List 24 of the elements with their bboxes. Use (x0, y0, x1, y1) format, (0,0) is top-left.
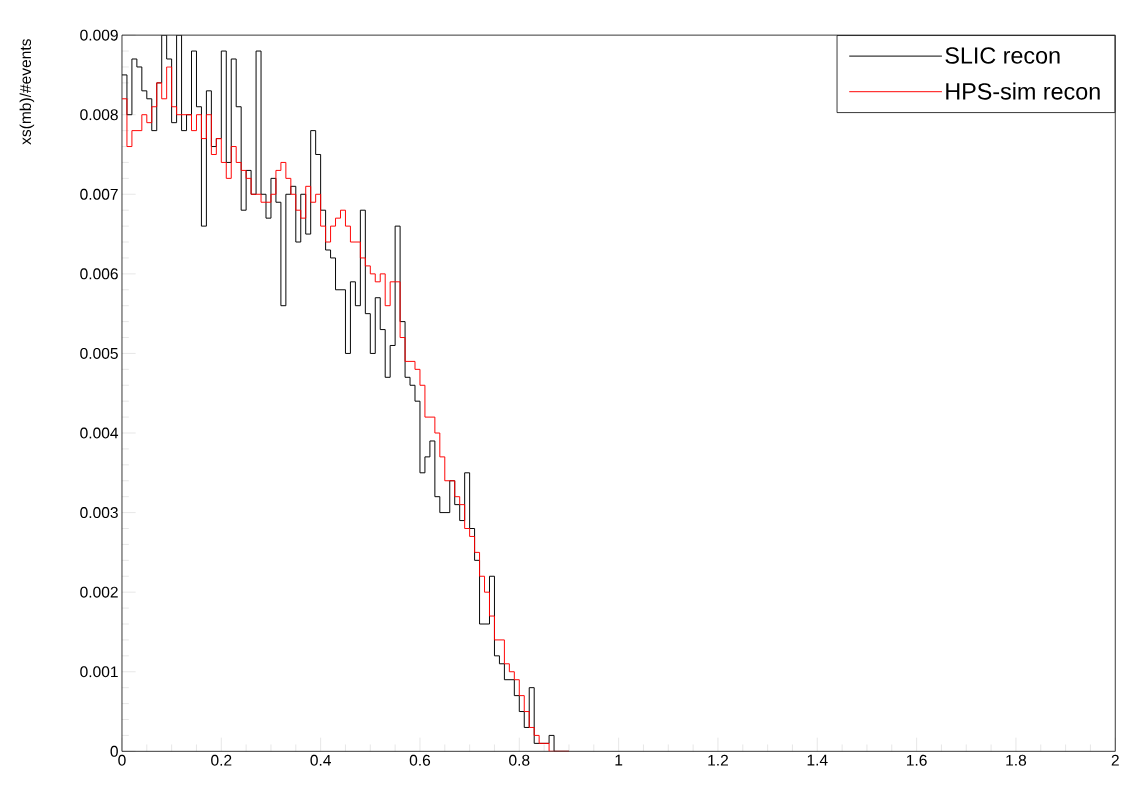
x-tick-label: 0.4 (310, 754, 331, 766)
y-tick-label: 0.003 (80, 506, 118, 518)
x-tick-label: 1.8 (1006, 754, 1027, 766)
y-tick-label: 0.006 (80, 268, 118, 280)
x-tick-label: 0.2 (211, 754, 232, 766)
legend-label: SLIC recon (945, 47, 1060, 64)
x-tick-label: 0 (118, 754, 126, 766)
y-tick-label: 0.007 (80, 188, 118, 200)
x-tick-label: 1 (615, 754, 623, 766)
y-axis-title: xs(mb)/#events (19, 38, 35, 145)
x-tick-label: 0.8 (509, 754, 530, 766)
x-tick-label: 2 (1111, 754, 1119, 766)
x-tick-label: 0.6 (409, 754, 431, 766)
x-tick-label: 1.6 (906, 754, 927, 766)
y-tick-label: 0.004 (80, 427, 119, 439)
x-tick-label: 1.4 (807, 754, 828, 766)
y-tick-label: 0.002 (80, 586, 118, 598)
x-tick-label: 1.2 (708, 754, 728, 766)
y-tick-label: 0.005 (80, 347, 118, 359)
y-tick-label: 0.008 (80, 108, 118, 120)
y-tick-label: 0.009 (80, 29, 118, 41)
y-tick-label: 0 (110, 745, 118, 757)
legend-label: HPS-sim recon (946, 82, 1100, 100)
y-tick-label: 0.001 (80, 666, 118, 678)
